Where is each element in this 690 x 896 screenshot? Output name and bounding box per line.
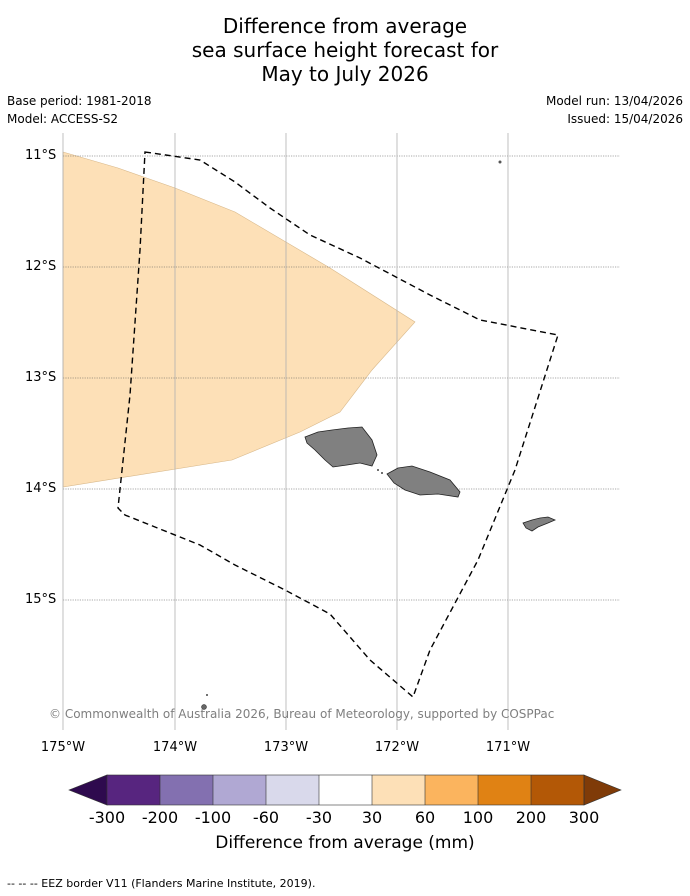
colorbar-label: 30 xyxy=(361,808,383,827)
savaii-island xyxy=(304,426,378,468)
tutuila-island xyxy=(522,516,557,532)
colorbar-segment-2 xyxy=(160,775,213,805)
issued-date: Issued: 15/04/2026 xyxy=(567,112,683,126)
upolu-island xyxy=(386,465,461,498)
base-period: Base period: 1981-2018 xyxy=(7,94,152,108)
model-name: Model: ACCESS-S2 xyxy=(7,112,119,126)
lat-label-15s: 15°S xyxy=(25,592,57,607)
copyright-notice: © Commonwealth of Australia 2026, Bureau… xyxy=(49,707,555,721)
lat-label-12s: 12°S xyxy=(25,259,57,274)
colorbar-extend-high xyxy=(583,774,622,806)
colorbar-label: 100 xyxy=(462,808,494,827)
title-line-3: May to July 2026 xyxy=(261,62,429,86)
colorbar-label: -60 xyxy=(252,808,280,827)
model-run: Model run: 13/04/2026 xyxy=(545,94,683,108)
colorbar-segment-4 xyxy=(266,775,319,805)
eez-legend: -- -- -- EEZ border V11 (Flanders Marine… xyxy=(7,877,316,890)
colorbar-label: -30 xyxy=(305,808,333,827)
lat-label-13s: 13°S xyxy=(25,370,57,385)
small-islet-south xyxy=(201,704,207,710)
colorbar-label: 300 xyxy=(568,808,600,827)
lon-label-172w: 172°W xyxy=(374,740,420,755)
lon-gridlines xyxy=(62,133,509,730)
colorbar xyxy=(68,774,622,806)
colorbar-segment-9 xyxy=(531,775,584,805)
swains-islet xyxy=(498,160,502,164)
colorbar-segment-8 xyxy=(478,775,531,805)
lon-label-175w: 175°W xyxy=(40,740,86,755)
colorbar-segment-7 xyxy=(425,775,478,805)
lat-label-11s: 11°S xyxy=(25,148,57,163)
colorbar-title: Difference from average (mm) xyxy=(215,833,475,853)
lat-gridlines xyxy=(63,155,620,601)
title-line-1: Difference from average xyxy=(222,14,468,38)
lon-label-174w: 174°W xyxy=(152,740,198,755)
colorbar-segment-1 xyxy=(107,775,160,805)
colorbar-label: 200 xyxy=(515,808,547,827)
title-line-2: sea surface height forecast for xyxy=(191,38,499,62)
apolima-manono-islets xyxy=(377,469,383,474)
colorbar-label: -200 xyxy=(141,808,179,827)
colorbar-segment-3 xyxy=(213,775,266,805)
eez-border xyxy=(117,151,559,699)
lon-label-171w: 171°W xyxy=(485,740,531,755)
lat-label-14s: 14°S xyxy=(25,481,57,496)
anomaly-region-30-60 xyxy=(62,151,416,488)
colorbar-extend-low xyxy=(68,774,108,806)
lon-label-173w: 173°W xyxy=(263,740,309,755)
colorbar-label: 60 xyxy=(414,808,436,827)
colorbar-label: -100 xyxy=(194,808,232,827)
small-islet-south-2 xyxy=(206,694,208,696)
colorbar-label: -300 xyxy=(88,808,126,827)
colorbar-segment-5 xyxy=(319,775,372,805)
colorbar-segment-6 xyxy=(372,775,425,805)
